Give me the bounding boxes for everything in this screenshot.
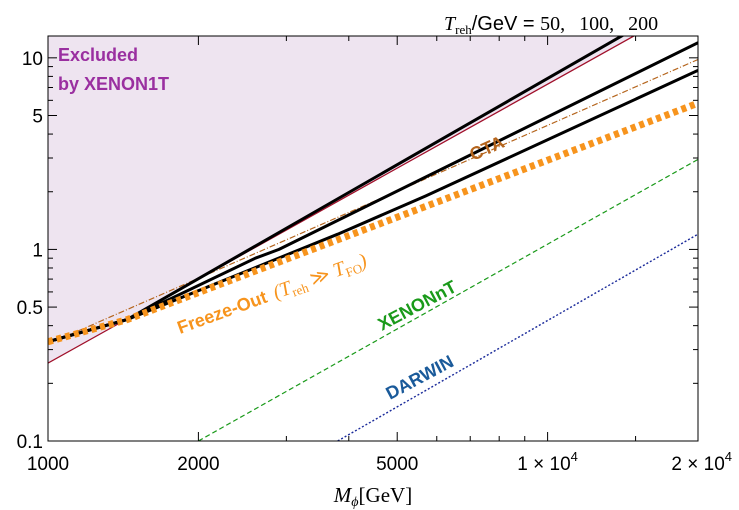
excluded-region bbox=[48, 36, 698, 364]
x-tick-label: 1 × 104 bbox=[517, 449, 578, 475]
header-unit: /GeV = bbox=[472, 13, 540, 35]
xenonnt-label: XENONnT bbox=[374, 276, 459, 334]
header-sub: reh bbox=[455, 22, 472, 37]
x-tick-label: 2000 bbox=[177, 454, 219, 475]
y-tick-label: 10 bbox=[22, 49, 43, 70]
freeze-t-sub: reh bbox=[290, 280, 311, 300]
header-var: T bbox=[444, 13, 457, 35]
x-axis-sub: ϕ bbox=[351, 495, 358, 510]
x-tick-label: 2 × 104 bbox=[671, 449, 732, 475]
header-legend: Treh/GeV = 50, 100, 200 bbox=[444, 13, 658, 37]
series-line-freeze bbox=[48, 99, 698, 346]
series-layer bbox=[48, 36, 698, 441]
header-value-200: 200 bbox=[628, 13, 658, 35]
y-tick-label: 5 bbox=[32, 107, 43, 128]
tick-layer: 0.1 0.5 1 5 10 1000 2000 5000 1 × 104 2 × 104 bbox=[17, 36, 732, 475]
freeze-t2-sub: FO bbox=[344, 260, 365, 280]
excluded-label-line1: Excluded bbox=[58, 45, 138, 65]
y-tick-label: 0.1 bbox=[17, 432, 43, 453]
x-axis-var: M bbox=[333, 483, 353, 507]
header-value-50: 50, bbox=[540, 13, 565, 35]
x-axis-unit: [GeV] bbox=[359, 483, 413, 507]
darwin-label: DARWIN bbox=[382, 351, 456, 403]
series-line-darwin bbox=[337, 233, 698, 441]
excluded-label-line2: by XENON1T bbox=[58, 74, 169, 94]
y-tick-label: 1 bbox=[32, 240, 43, 261]
x-tick-label: 1000 bbox=[27, 454, 69, 475]
y-tick-label: 0.5 bbox=[17, 298, 43, 319]
header-value-100: 100, bbox=[579, 13, 614, 35]
x-tick-label: 5000 bbox=[376, 454, 418, 475]
x-axis-title: Mϕ[GeV] bbox=[333, 483, 412, 510]
plot-frame bbox=[47, 35, 699, 442]
